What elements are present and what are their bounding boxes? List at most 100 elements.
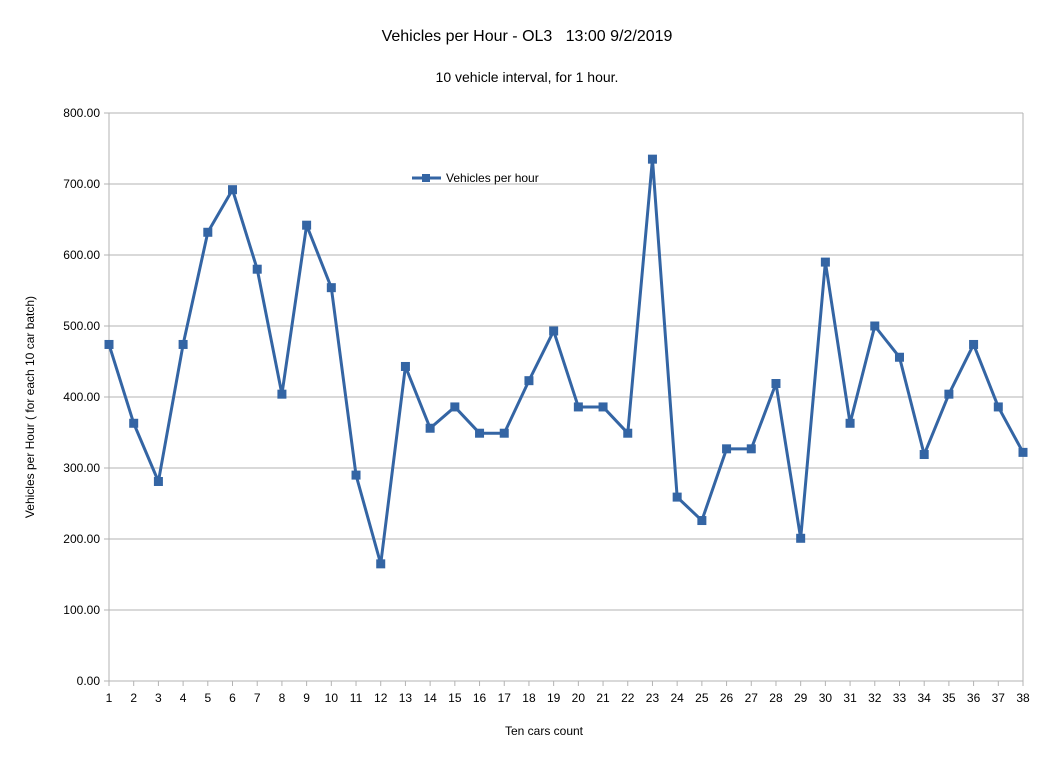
x-tick-label: 27 [745,691,759,705]
x-tick-label: 25 [695,691,709,705]
x-tick-label: 10 [325,691,339,705]
data-point [771,379,781,389]
y-tick-label: 400.00 [63,390,100,404]
x-tick-label: 11 [350,691,363,705]
data-point [672,492,682,502]
data-point [845,418,855,428]
data-point [524,376,534,386]
y-axis-label: Vehicles per Hour ( for each 10 car batc… [23,296,37,518]
data-point [153,476,163,486]
data-point [722,444,732,454]
x-tick-label: 29 [794,691,808,705]
data-point [746,444,756,454]
y-tick-label: 300.00 [63,461,100,475]
x-tick-label: 36 [967,691,981,705]
x-tick-label: 12 [374,691,388,705]
data-point [598,402,608,412]
x-tick-label: 24 [670,691,684,705]
data-point [944,389,954,399]
y-tick-label: 600.00 [63,248,100,262]
data-point [252,264,262,274]
x-tick-label: 9 [303,691,310,705]
x-tick-label: 7 [254,691,261,705]
axes [104,112,1024,686]
x-tick-label: 17 [498,691,512,705]
legend: Vehicles per hour [412,171,539,185]
x-tick-label: 18 [522,691,536,705]
x-tick-label: 30 [819,691,833,705]
y-tick-label: 0.00 [77,674,101,688]
y-tick-label: 800.00 [63,106,100,120]
data-point [203,227,213,237]
x-tick-label: 8 [279,691,286,705]
series-line [107,157,1025,566]
x-tick-label: 22 [621,691,635,705]
data-point [969,339,979,349]
data-point [796,533,806,543]
chart-title: Vehicles per Hour - OL3 13:00 9/2/2019 [382,28,673,45]
x-tick-label: 15 [448,691,462,705]
legend-marker-swatch [422,174,430,182]
data-point [302,220,312,230]
data-point [647,154,657,164]
x-tick-label: 4 [180,691,187,705]
x-tick-label: 2 [130,691,137,705]
chart-subtitle: 10 vehicle interval, for 1 hour. [436,69,619,85]
data-point [277,389,287,399]
legend-label: Vehicles per hour [446,171,539,185]
data-point [894,352,904,362]
x-tick-label: 37 [992,691,1006,705]
data-point [104,339,114,349]
x-tick-label: 31 [843,691,857,705]
gridlines [109,112,1023,611]
x-tick-label: 38 [1016,691,1030,705]
data-point [820,257,830,267]
x-tick-label: 34 [918,691,932,705]
y-tick-labels: 0.00 100.00 200.00 300.00 400.00 500.00 600.00… [63,106,100,688]
x-axis-label: Ten cars count [505,724,584,738]
data-point [697,516,707,526]
y-tick-label: 500.00 [63,319,100,333]
x-tick-label: 28 [769,691,783,705]
data-point [425,423,435,433]
x-tick-label: 21 [596,691,610,705]
x-tick-label: 16 [473,691,487,705]
x-tick-label: 32 [868,691,882,705]
data-point [919,450,929,460]
data-point [351,470,361,480]
series-layer [104,154,1028,569]
data-point [1018,447,1028,457]
data-point [499,428,509,438]
data-point [326,283,336,293]
x-tick-label: 33 [893,691,907,705]
data-point [178,339,188,349]
x-tick-label: 26 [720,691,734,705]
x-tick-label: 14 [423,691,437,705]
data-point [475,428,485,438]
y-tick-label: 200.00 [63,532,100,546]
data-point [549,326,559,336]
data-point [623,428,633,438]
data-point [400,361,410,371]
data-point [450,402,460,412]
x-tick-label: 6 [229,691,236,705]
x-tick-label: 3 [155,691,162,705]
x-tick-label: 5 [204,691,211,705]
x-tick-label: 23 [646,691,660,705]
data-point [870,321,880,331]
data-point [228,185,238,195]
x-tick-label: 13 [399,691,413,705]
y-tick-label: 700.00 [63,177,100,191]
data-point [376,559,386,569]
x-tick-label: 35 [942,691,956,705]
data-point [993,402,1003,412]
y-tick-label: 100.00 [63,603,100,617]
x-tick-label: 20 [572,691,586,705]
data-point [573,402,583,412]
x-tick-label: 1 [106,691,113,705]
x-tick-labels: 1 2 3 4 5 6 7 8 9 10 11 12 13 14 15 16 17 18 19 20 21 22 23 24 2… [106,691,1030,705]
x-tick-label: 19 [547,691,561,705]
data-point [129,418,139,428]
